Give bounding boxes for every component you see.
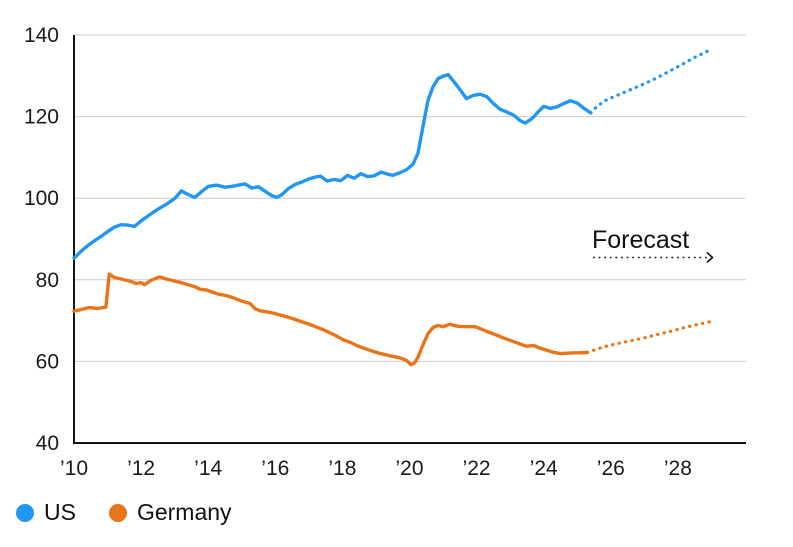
legend-dot-icon [108,503,127,522]
axes [73,35,746,444]
legend-label: Germany [136,499,232,525]
x-axis-tick-label: ’10 [60,457,88,480]
legend-dot-icon [16,503,34,522]
y-axis-tick-label: 40 [36,432,59,455]
y-axis-tick-label: 100 [24,187,59,210]
x-axis-tick-label: ’26 [597,457,625,480]
chart-legend: US Germany [16,501,265,524]
x-axis-tick-label: ’20 [395,457,423,480]
legend-item-germany: Germany [108,499,232,525]
y-axis-tick-label: 120 [24,106,59,129]
y-axis-tick-label: 60 [36,350,59,373]
x-axis-tick-label: ’12 [127,457,155,480]
forecast-annotation: Forecast [592,226,689,254]
x-axis-tick-label: ’28 [664,457,692,480]
line-chart: 40 60 80 100 120 140 ’10 ’12 ’14 ’16 ’18 ’20 ’22 ’24 ’… [24,24,746,480]
x-axis-tick-label: ’18 [328,457,356,480]
forecast-arrow [593,251,714,264]
legend-item-us: US [16,501,76,524]
x-axis-tick-label: ’24 [530,457,558,480]
us-history-line [72,72,593,260]
tick-labels: 40 60 80 100 120 140 ’10 ’12 ’14 ’16 ’18 ’20 ’22 ’24 ’… [24,24,692,480]
legend-label: US [44,499,76,525]
germany-forecast-line [585,319,714,354]
us-forecast-line [589,47,714,115]
x-axis-tick-label: ’16 [261,457,289,480]
x-axis-tick-label: ’14 [194,457,222,480]
x-axis-tick-label: ’22 [463,457,491,480]
germany-history-line [72,272,589,367]
gridlines [74,34,746,362]
series-lines [72,47,714,367]
y-axis-tick-label: 80 [36,269,59,292]
y-axis-tick-label: 140 [24,24,59,47]
